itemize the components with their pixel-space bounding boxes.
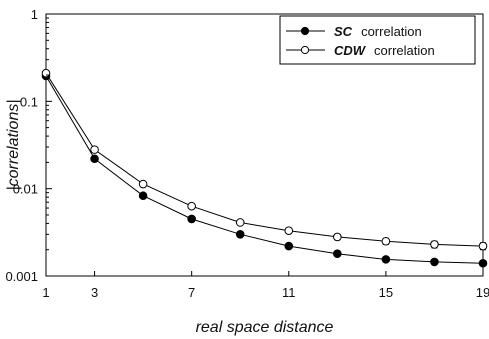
y-tick-label: 0.001 [5,269,38,284]
data-point-open [235,218,245,227]
y-tick-label: 1 [31,7,38,22]
legend-key-sc: SC [334,24,353,39]
data-point-open [138,179,148,189]
data-point-open [41,68,51,78]
data-point-filled [90,154,99,164]
data-point-filled [381,255,391,264]
data-point-filled [284,241,294,251]
y-axis: 0.001 0.01 0.1 1 [5,7,52,284]
plot-frame [45,13,484,277]
data-point-filled [430,257,439,267]
x-tick-label: 15 [379,285,393,300]
x-tick-label: 19 [476,285,489,300]
series-layer [41,68,488,268]
y-axis-title: |correlations| [5,99,22,190]
x-tick-label: 3 [91,285,98,300]
legend: SC correlation CDW correlation [279,15,476,65]
plot-area [41,13,488,277]
data-point-open [478,241,488,251]
y-tick-label: 0.01 [13,182,38,197]
data-point-filled [235,230,245,239]
data-point-open [284,226,294,236]
data-point-open [430,240,439,249]
legend-suffix-sc: correlation [361,24,422,39]
x-axis: 1 3 7 11 15 19 [42,271,489,300]
legend-label-sc: SC correlation [334,24,422,39]
legend-marker-cdw [300,45,310,55]
x-tick-label: 1 [42,285,49,300]
legend-entry-sc: SC correlation [286,24,422,39]
data-point-open [333,232,342,242]
data-point-open [187,201,196,211]
legend-entry-cdw: CDW correlation [286,43,435,58]
series-line-0 [45,75,484,264]
data-point-filled [478,258,488,268]
data-point-filled [333,249,342,259]
data-point-filled [138,191,148,201]
y-tick-label: 0.1 [20,94,38,109]
data-point-filled [187,214,196,224]
x-tick-label: 7 [188,285,195,300]
legend-key-cdw: CDW [334,43,367,58]
series-line-1 [45,72,484,247]
legend-suffix-cdw: correlation [374,43,435,58]
data-point-open [90,145,99,154]
legend-label-cdw: CDW correlation [334,43,435,58]
x-axis-title: real space distance [196,319,334,336]
data-point-open [381,236,391,246]
x-tick-label: 11 [282,285,296,300]
legend-marker-sc [300,26,310,36]
legend-box [279,15,476,65]
